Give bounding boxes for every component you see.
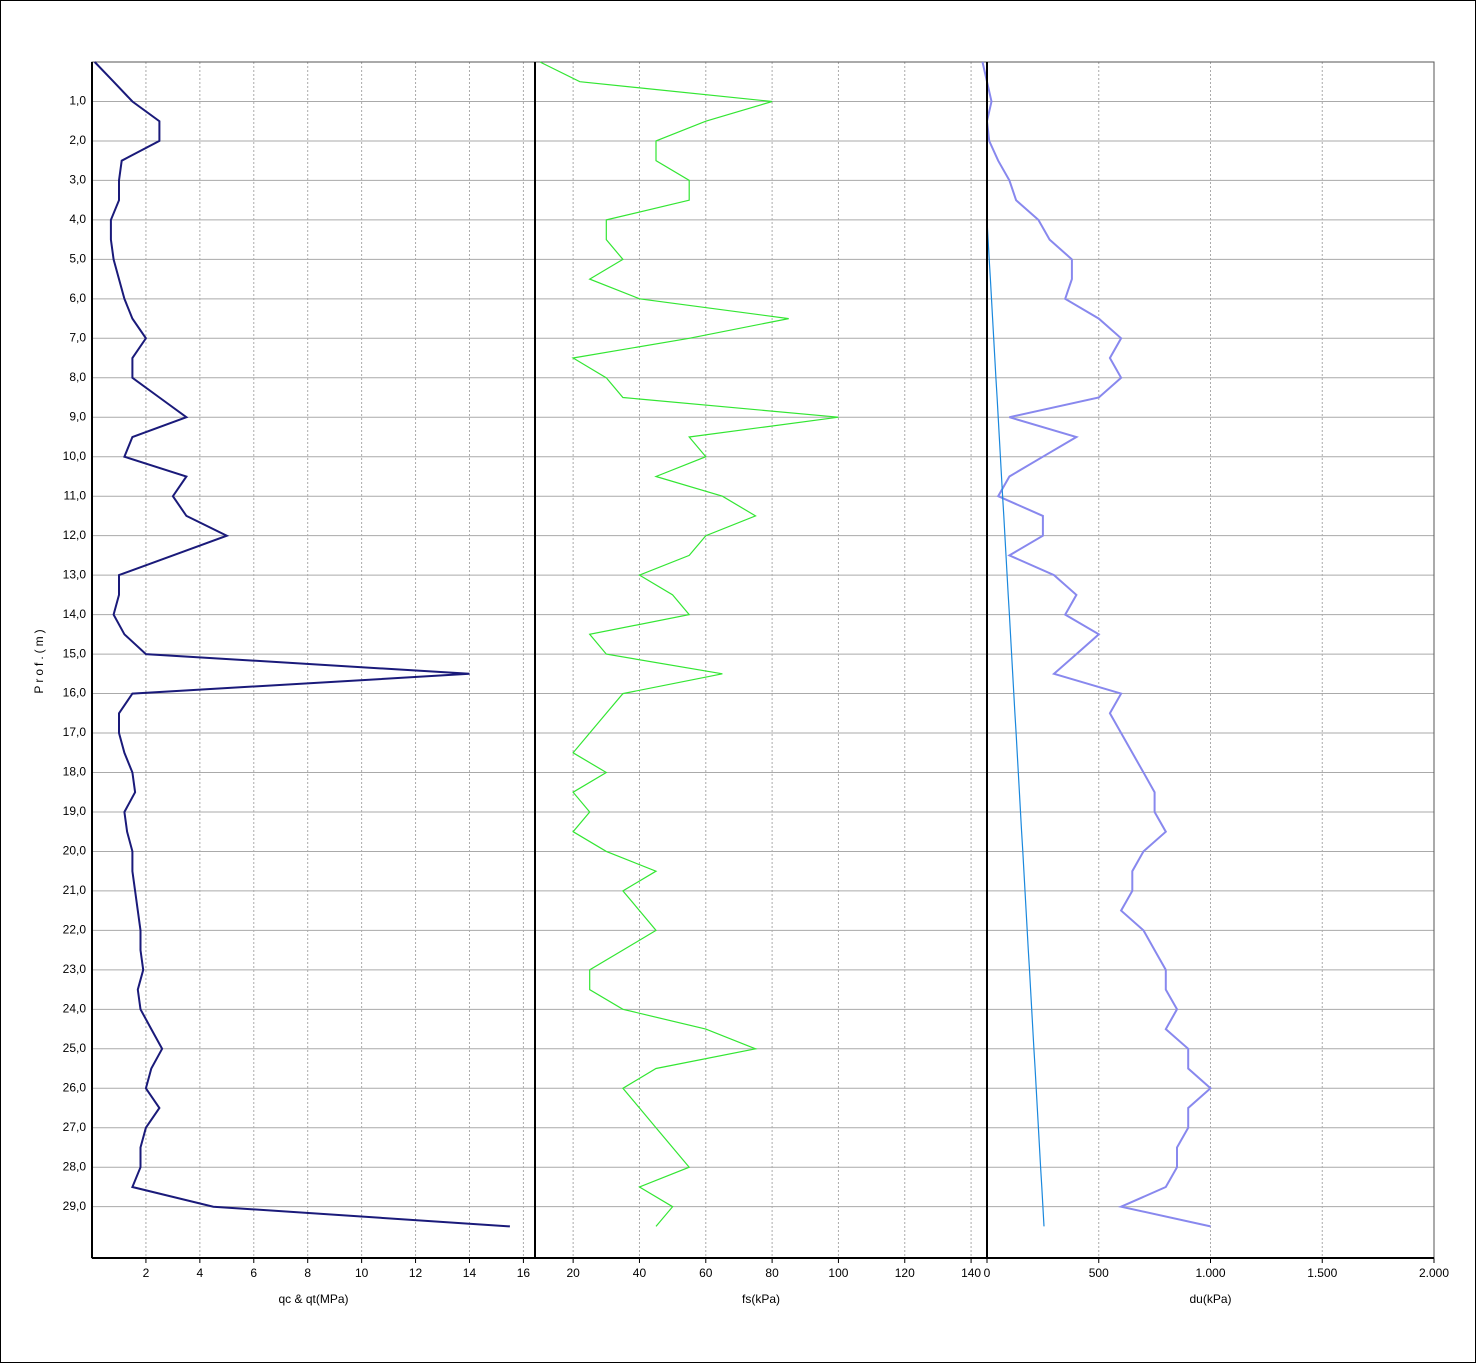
y-tick-label: 18,0 bbox=[63, 765, 87, 779]
y-tick-label: 2,0 bbox=[69, 133, 86, 147]
y-tick-label: 6,0 bbox=[69, 291, 86, 305]
x-tick-label: 80 bbox=[765, 1266, 779, 1280]
y-tick-label: 25,0 bbox=[63, 1041, 87, 1055]
y-tick-label: 28,0 bbox=[63, 1159, 87, 1173]
y-tick-label: 20,0 bbox=[63, 844, 87, 858]
x-tick-label: 6 bbox=[250, 1266, 257, 1280]
y-axis-label: Prof.(m) bbox=[32, 626, 46, 693]
x-tick-label: 16 bbox=[517, 1266, 531, 1280]
x-tick-label: 40 bbox=[633, 1266, 647, 1280]
y-tick-label: 24,0 bbox=[63, 1001, 87, 1015]
y-tick-label: 23,0 bbox=[63, 962, 87, 976]
x-tick-label: 1.500 bbox=[1307, 1266, 1337, 1280]
data-line bbox=[981, 61, 1213, 1228]
plot-border bbox=[91, 61, 536, 1259]
x-tick-label: 0 bbox=[984, 1266, 991, 1280]
x-axis-label: fs(kPa) bbox=[742, 1292, 780, 1306]
x-tick-label: 1.000 bbox=[1195, 1266, 1225, 1280]
y-tick-label: 1,0 bbox=[69, 94, 86, 108]
data-line bbox=[986, 219, 1045, 1227]
y-tick-label: 17,0 bbox=[63, 725, 87, 739]
x-tick-label: 20 bbox=[566, 1266, 580, 1280]
y-tick-label: 13,0 bbox=[63, 567, 87, 581]
y-tick-label: 21,0 bbox=[63, 883, 87, 897]
x-tick-label: 10 bbox=[355, 1266, 369, 1280]
plot-border bbox=[534, 61, 988, 1259]
y-tick-label: 19,0 bbox=[63, 804, 87, 818]
y-tick-label: 5,0 bbox=[69, 252, 86, 266]
x-axis-label: qc & qt(MPa) bbox=[278, 1292, 348, 1306]
y-tick-label: 9,0 bbox=[69, 409, 86, 423]
y-tick-label: 11,0 bbox=[64, 488, 87, 502]
y-tick-label: 16,0 bbox=[63, 686, 87, 700]
data-line bbox=[539, 61, 839, 1227]
y-tick-label: 10,0 bbox=[63, 449, 87, 463]
y-tick-label: 14,0 bbox=[63, 607, 87, 621]
x-tick-label: 8 bbox=[304, 1266, 311, 1280]
x-tick-label: 4 bbox=[197, 1266, 204, 1280]
y-tick-label: 29,0 bbox=[63, 1199, 87, 1213]
data-line bbox=[93, 61, 510, 1228]
y-tick-label: 7,0 bbox=[69, 330, 86, 344]
x-tick-label: 140 bbox=[961, 1266, 981, 1280]
y-tick-label: 27,0 bbox=[63, 1120, 87, 1134]
y-tick-label: 26,0 bbox=[63, 1080, 87, 1094]
y-tick-label: 22,0 bbox=[63, 923, 87, 937]
x-tick-label: 60 bbox=[699, 1266, 713, 1280]
x-tick-label: 14 bbox=[463, 1266, 477, 1280]
x-tick-label: 120 bbox=[895, 1266, 915, 1280]
y-tick-label: 15,0 bbox=[63, 646, 87, 660]
x-tick-label: 12 bbox=[409, 1266, 423, 1280]
y-tick-label: 8,0 bbox=[69, 370, 86, 384]
x-tick-label: 500 bbox=[1089, 1266, 1109, 1280]
x-tick-label: 2 bbox=[143, 1266, 150, 1280]
y-tick-label: 3,0 bbox=[69, 173, 86, 187]
y-tick-label: 4,0 bbox=[69, 212, 86, 226]
x-tick-label: 100 bbox=[828, 1266, 848, 1280]
y-tick-label: 12,0 bbox=[63, 528, 87, 542]
x-tick-label: 2.000 bbox=[1419, 1266, 1449, 1280]
x-axis-label: du(kPa) bbox=[1189, 1292, 1231, 1306]
